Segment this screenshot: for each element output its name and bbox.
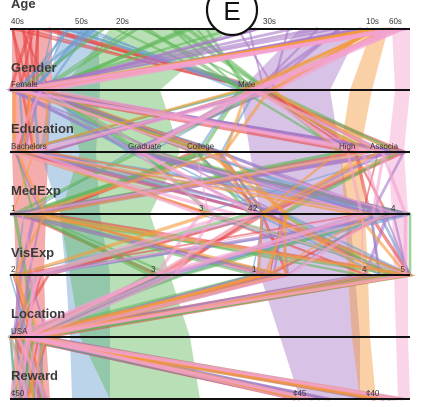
dimension-title-visexp[interactable]: VisExp: [11, 245, 54, 260]
category-label[interactable]: 50s: [75, 17, 88, 26]
category-label[interactable]: 10s: [366, 17, 379, 26]
category-label[interactable]: 30s: [263, 17, 276, 26]
badge: E: [205, 0, 259, 37]
category-label[interactable]: ¢50: [11, 389, 25, 398]
category-label[interactable]: 2: [253, 204, 258, 213]
dimension-title-reward[interactable]: Reward: [11, 368, 58, 383]
category-label[interactable]: 3: [151, 265, 156, 274]
category-label[interactable]: Male: [238, 80, 256, 89]
category-label[interactable]: 4: [248, 204, 253, 213]
category-label[interactable]: 2: [11, 265, 16, 274]
category-label[interactable]: 3: [199, 204, 204, 213]
dimension-title-education[interactable]: Education: [11, 121, 74, 136]
dimension-title-medexp[interactable]: MedExp: [11, 183, 61, 198]
category-label[interactable]: 4: [362, 265, 367, 274]
category-label[interactable]: ¢45: [293, 389, 307, 398]
category-label[interactable]: Female: [11, 80, 38, 89]
badge-letter: E: [223, 0, 240, 26]
category-label[interactable]: Bachelors: [11, 142, 47, 151]
category-label[interactable]: Associa: [370, 142, 399, 151]
category-label[interactable]: 5: [401, 265, 406, 274]
category-label[interactable]: ¢40: [366, 389, 380, 398]
dimension-title-age[interactable]: Age: [11, 0, 36, 11]
category-label[interactable]: 20s: [116, 17, 129, 26]
dimension-title-location[interactable]: Location: [11, 306, 65, 321]
category-label[interactable]: 1: [252, 265, 257, 274]
labels-layer: Age 40s 50s 20s 30s 10s 60s Gender Female Male Edu…: [11, 0, 406, 398]
axes-layer: [10, 28, 410, 400]
category-label[interactable]: 60s: [389, 17, 402, 26]
category-label[interactable]: High: [339, 142, 355, 151]
category-label[interactable]: Graduate: [128, 142, 162, 151]
category-label[interactable]: USA: [11, 327, 28, 336]
category-label[interactable]: 40s: [11, 17, 24, 26]
dimension-title-gender[interactable]: Gender: [11, 60, 57, 75]
category-label[interactable]: College: [187, 142, 215, 151]
category-label[interactable]: 1: [11, 204, 16, 213]
category-label[interactable]: 4: [391, 204, 396, 213]
